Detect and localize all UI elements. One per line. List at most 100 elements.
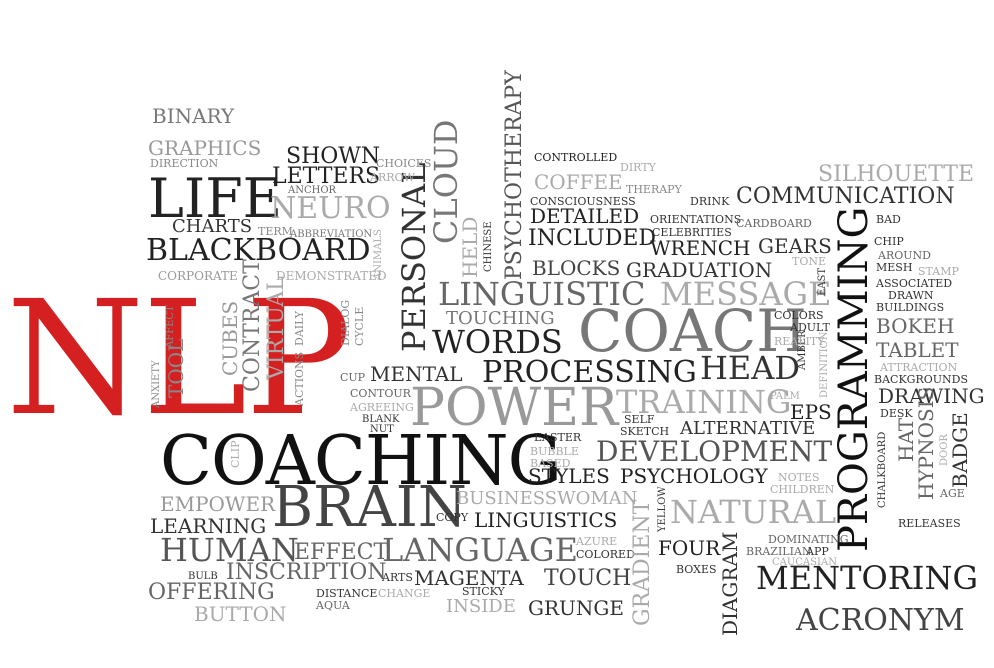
word-drawn: DRAWN (888, 289, 934, 302)
word-dialog: DIALOG (339, 299, 352, 346)
word-arts: ARTS (382, 571, 413, 584)
word-magenta: MAGENTA (414, 566, 524, 590)
word-children: CHILDREN (770, 483, 835, 496)
word-nut: NUT (370, 424, 394, 435)
word-four: FOUR (658, 536, 721, 560)
word-blank: BLANK (362, 414, 400, 425)
word-badge: BADGE (948, 412, 972, 488)
word-attraction: ATTRACTION (880, 361, 958, 374)
word-based: BASED (530, 457, 571, 470)
word-controlled: CONTROLLED (534, 151, 618, 164)
word-sketch: SKETCH (620, 425, 670, 438)
word-actions: ACTIONS (293, 351, 306, 406)
word-tablet: TABLET (876, 338, 959, 362)
word-touching: TOUCHING (446, 308, 555, 329)
word-yellow: YELLOW (657, 486, 668, 532)
word-styles: STYLES (528, 464, 610, 488)
word-colors: COLORS (774, 309, 824, 322)
word-learning: LEARNING (150, 514, 267, 538)
word-gradient: GRADIENT (630, 499, 655, 626)
word-language: LANGUAGE (382, 531, 578, 569)
word-hat: HAT (894, 417, 918, 462)
word-businesswoman: BUSINESSWOMAN (456, 488, 638, 509)
word-button: BUTTON (194, 602, 287, 626)
word-east: EAST (817, 267, 828, 296)
word-chalkboard: CHALKBOARD (877, 431, 888, 508)
word-gears: GEARS (758, 234, 832, 258)
word-anxiety: ANXIETY (151, 360, 162, 408)
word-clip: CLIP (229, 440, 242, 468)
word-around: AROUND (878, 249, 931, 262)
word-desk: DESK (880, 407, 913, 420)
word-binary: BINARY (152, 104, 235, 128)
word-term: TERM (258, 225, 293, 238)
word-contour: CONTOUR (350, 387, 411, 400)
word-head: HEAD (700, 349, 801, 387)
word-silhouette: SILHOUETTE (818, 162, 975, 187)
word-blocks: BLOCKS (532, 256, 621, 280)
word-colored: COLORED (576, 548, 635, 561)
word-blackboard: BLACKBOARD (146, 233, 371, 268)
word-alternative: ALTERNATIVE (680, 418, 816, 439)
word-mesh: MESH (876, 261, 913, 274)
word-dirty: DIRTY (620, 161, 656, 174)
word-linguistic: LINGUISTIC (438, 275, 646, 313)
word-tone: TONE (792, 255, 827, 268)
word-natural: NATURAL (670, 493, 837, 531)
word-therapy: THERAPY (626, 183, 682, 196)
word-message: MESSAGE (660, 275, 832, 313)
word-daily: DAILY (293, 311, 306, 346)
word-mental: MENTAL (370, 362, 463, 386)
word-palm: PALM (770, 391, 800, 402)
word-brazilian: BRAZILIAN (746, 545, 812, 558)
word-boxes: BOXES (676, 563, 717, 576)
word-grunge: GRUNGE (528, 596, 624, 620)
word-words: WORDS (432, 323, 563, 361)
word-virtual: VIRTUAL (264, 276, 289, 380)
word-touch: TOUCH (544, 566, 632, 591)
word-copy: COPY (436, 511, 469, 524)
word-drink: DRINK (690, 195, 730, 208)
word-choices: CHOICES (376, 157, 432, 170)
word-definition: DEFINITION (819, 331, 830, 398)
word-bulb: BULB (188, 571, 218, 582)
word-psychotherapy: PSYCHOTHERAPY (502, 70, 527, 280)
word-training: TRAINING (616, 383, 792, 421)
word-agreeing: AGREEING (350, 401, 414, 414)
word-dominating: DOMINATING (768, 533, 849, 546)
word-power: POWER (410, 378, 619, 438)
word-included: INCLUDED (528, 226, 657, 251)
word-coffee: COFFEE (534, 170, 623, 194)
word-abbreviation: ABBREVIATION (290, 229, 373, 240)
word-arrow: ARROW (370, 171, 415, 184)
word-adult: ADULT (790, 321, 830, 334)
word-sticky: STICKY (462, 585, 505, 598)
word-graduation: GRADUATION (626, 258, 773, 282)
word-cup: CUP (340, 371, 366, 384)
word-drawing: DRAWING (878, 384, 985, 408)
word-corporate: CORPORATE (158, 269, 238, 283)
word-personal: PERSONAL (395, 162, 433, 353)
word-direction: DIRECTION (150, 157, 219, 170)
word-inscription: INSCRIPTION (226, 560, 387, 585)
word-buildings: BUILDINGS (876, 301, 945, 314)
word-life: LIFE (148, 167, 283, 230)
word-notes: NOTES (778, 471, 820, 484)
word-cardboard: CARDBOARD (736, 217, 812, 230)
word-inside: INSIDE (446, 596, 516, 617)
word-effect: EFFECT (294, 540, 389, 565)
word-change: CHANGE (378, 587, 431, 600)
word-stamp: STAMP (918, 265, 959, 278)
word-wrench: WRENCH (650, 236, 751, 260)
word-releases: RELEASES (898, 517, 961, 530)
word-brain: BRAIN (272, 475, 467, 540)
word-caucasian: CAUCASIAN (772, 557, 837, 568)
word-nlp: NLP (6, 267, 351, 451)
word-consciousness: CONSCIOUSNESS (530, 195, 636, 208)
word-neuro: NEURO (270, 191, 391, 226)
word-hypnosis: HYPNOSIS (914, 386, 938, 500)
word-detailed: DETAILED (530, 204, 640, 228)
word-processing: PROCESSING (482, 355, 697, 390)
word-charts: CHARTS (172, 216, 253, 237)
